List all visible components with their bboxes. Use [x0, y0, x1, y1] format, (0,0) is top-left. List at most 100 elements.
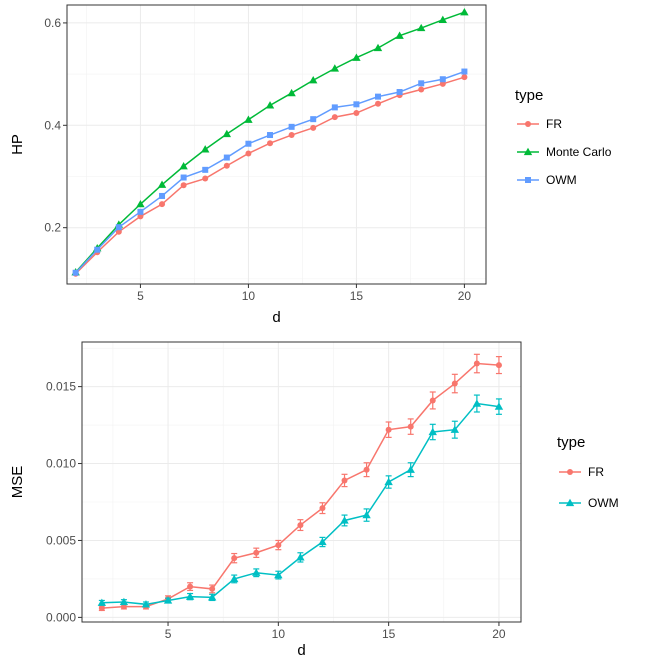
legend-label: FR: [546, 117, 562, 131]
y-tick-label: 0.010: [46, 457, 76, 471]
data-point: [451, 380, 458, 387]
data-point: [253, 549, 260, 556]
legend-title: type: [515, 87, 543, 104]
legend-key-marker: [523, 147, 533, 156]
data-point: [461, 74, 468, 81]
y-tick-label: 0.015: [46, 380, 76, 394]
data-point: [141, 600, 151, 608]
data-point: [275, 542, 282, 549]
plot-background: [67, 5, 486, 284]
data-point: [267, 140, 274, 147]
data-point: [245, 140, 252, 147]
plot-border: [66, 4, 487, 285]
data-point: [137, 208, 144, 215]
data-point: [209, 585, 216, 592]
data-point: [396, 89, 403, 96]
data-point: [72, 269, 79, 276]
data-point: [288, 123, 295, 130]
data-point: [352, 53, 361, 61]
data-point: [330, 64, 340, 72]
x-tick-label: 15: [382, 627, 396, 641]
data-point: [207, 593, 217, 601]
data-point: [245, 150, 252, 157]
data-point: [136, 199, 145, 208]
data-point: [159, 201, 166, 208]
data-point: [274, 570, 283, 579]
x-tick-label: 10: [272, 627, 286, 641]
data-point: [98, 605, 105, 612]
data-point: [97, 598, 107, 606]
x-tick-label: 20: [492, 627, 506, 641]
data-point: [265, 101, 275, 109]
data-point: [353, 101, 360, 108]
data-point: [115, 228, 122, 235]
x-tick-label: 20: [458, 289, 472, 303]
data-point: [310, 124, 317, 131]
data-point: [163, 596, 173, 604]
data-point: [185, 592, 195, 600]
legend-key-marker: [525, 177, 531, 183]
data-point: [319, 505, 326, 512]
x-tick-label: 10: [242, 289, 256, 303]
data-point: [439, 80, 446, 87]
data-point: [340, 516, 349, 524]
data-point: [201, 145, 210, 153]
data-point: [267, 132, 274, 139]
legend-label: OWM: [546, 173, 577, 187]
data-point: [180, 182, 187, 189]
legend-key-marker: [565, 498, 575, 507]
data-point: [375, 93, 382, 100]
data-point: [460, 7, 469, 16]
data-point: [231, 555, 238, 562]
data-point: [494, 402, 504, 410]
data-point: [180, 174, 187, 181]
y-tick-label: 0.4: [44, 118, 61, 132]
y-tick-label: 0.005: [46, 533, 76, 547]
data-point: [223, 162, 230, 169]
data-point: [473, 360, 480, 367]
data-point: [94, 246, 101, 253]
data-point: [115, 224, 122, 231]
data-point: [362, 510, 371, 519]
data-point: [363, 466, 370, 473]
data-point: [137, 213, 144, 220]
x-tick-label: 5: [137, 289, 144, 303]
data-point: [222, 129, 232, 138]
data-point: [353, 110, 360, 117]
data-point: [418, 80, 425, 87]
legend-item-fr: FR: [559, 465, 604, 479]
data-point: [385, 426, 392, 433]
data-point: [119, 597, 129, 606]
series-owm: [72, 68, 468, 276]
data-point: [187, 583, 194, 590]
data-point: [395, 31, 404, 39]
data-point: [450, 425, 460, 433]
y-tick-label: 0.2: [44, 221, 61, 235]
plot-border: [81, 341, 522, 623]
legend-item-owm: OWM: [517, 173, 577, 187]
legend-label: OWM: [588, 496, 619, 510]
data-point: [157, 180, 167, 188]
data-point: [318, 537, 327, 546]
data-point: [331, 114, 338, 121]
data-point: [223, 154, 230, 161]
x-tick-label: 5: [165, 627, 172, 641]
data-point: [202, 175, 209, 182]
legend-item-monte-carlo: Monte Carlo: [517, 145, 612, 159]
data-point: [375, 100, 382, 107]
data-point: [159, 192, 166, 199]
x-tick-label: 15: [350, 289, 364, 303]
x-axis-title: d: [272, 309, 280, 326]
data-point: [418, 86, 425, 93]
series-owm: [97, 394, 504, 608]
data-point: [429, 397, 436, 404]
data-point: [495, 362, 502, 369]
data-point: [406, 465, 415, 473]
y-tick-label: 0.6: [44, 16, 61, 30]
data-point: [202, 166, 209, 173]
data-point: [438, 15, 448, 23]
legend-item-fr: FR: [517, 117, 562, 131]
